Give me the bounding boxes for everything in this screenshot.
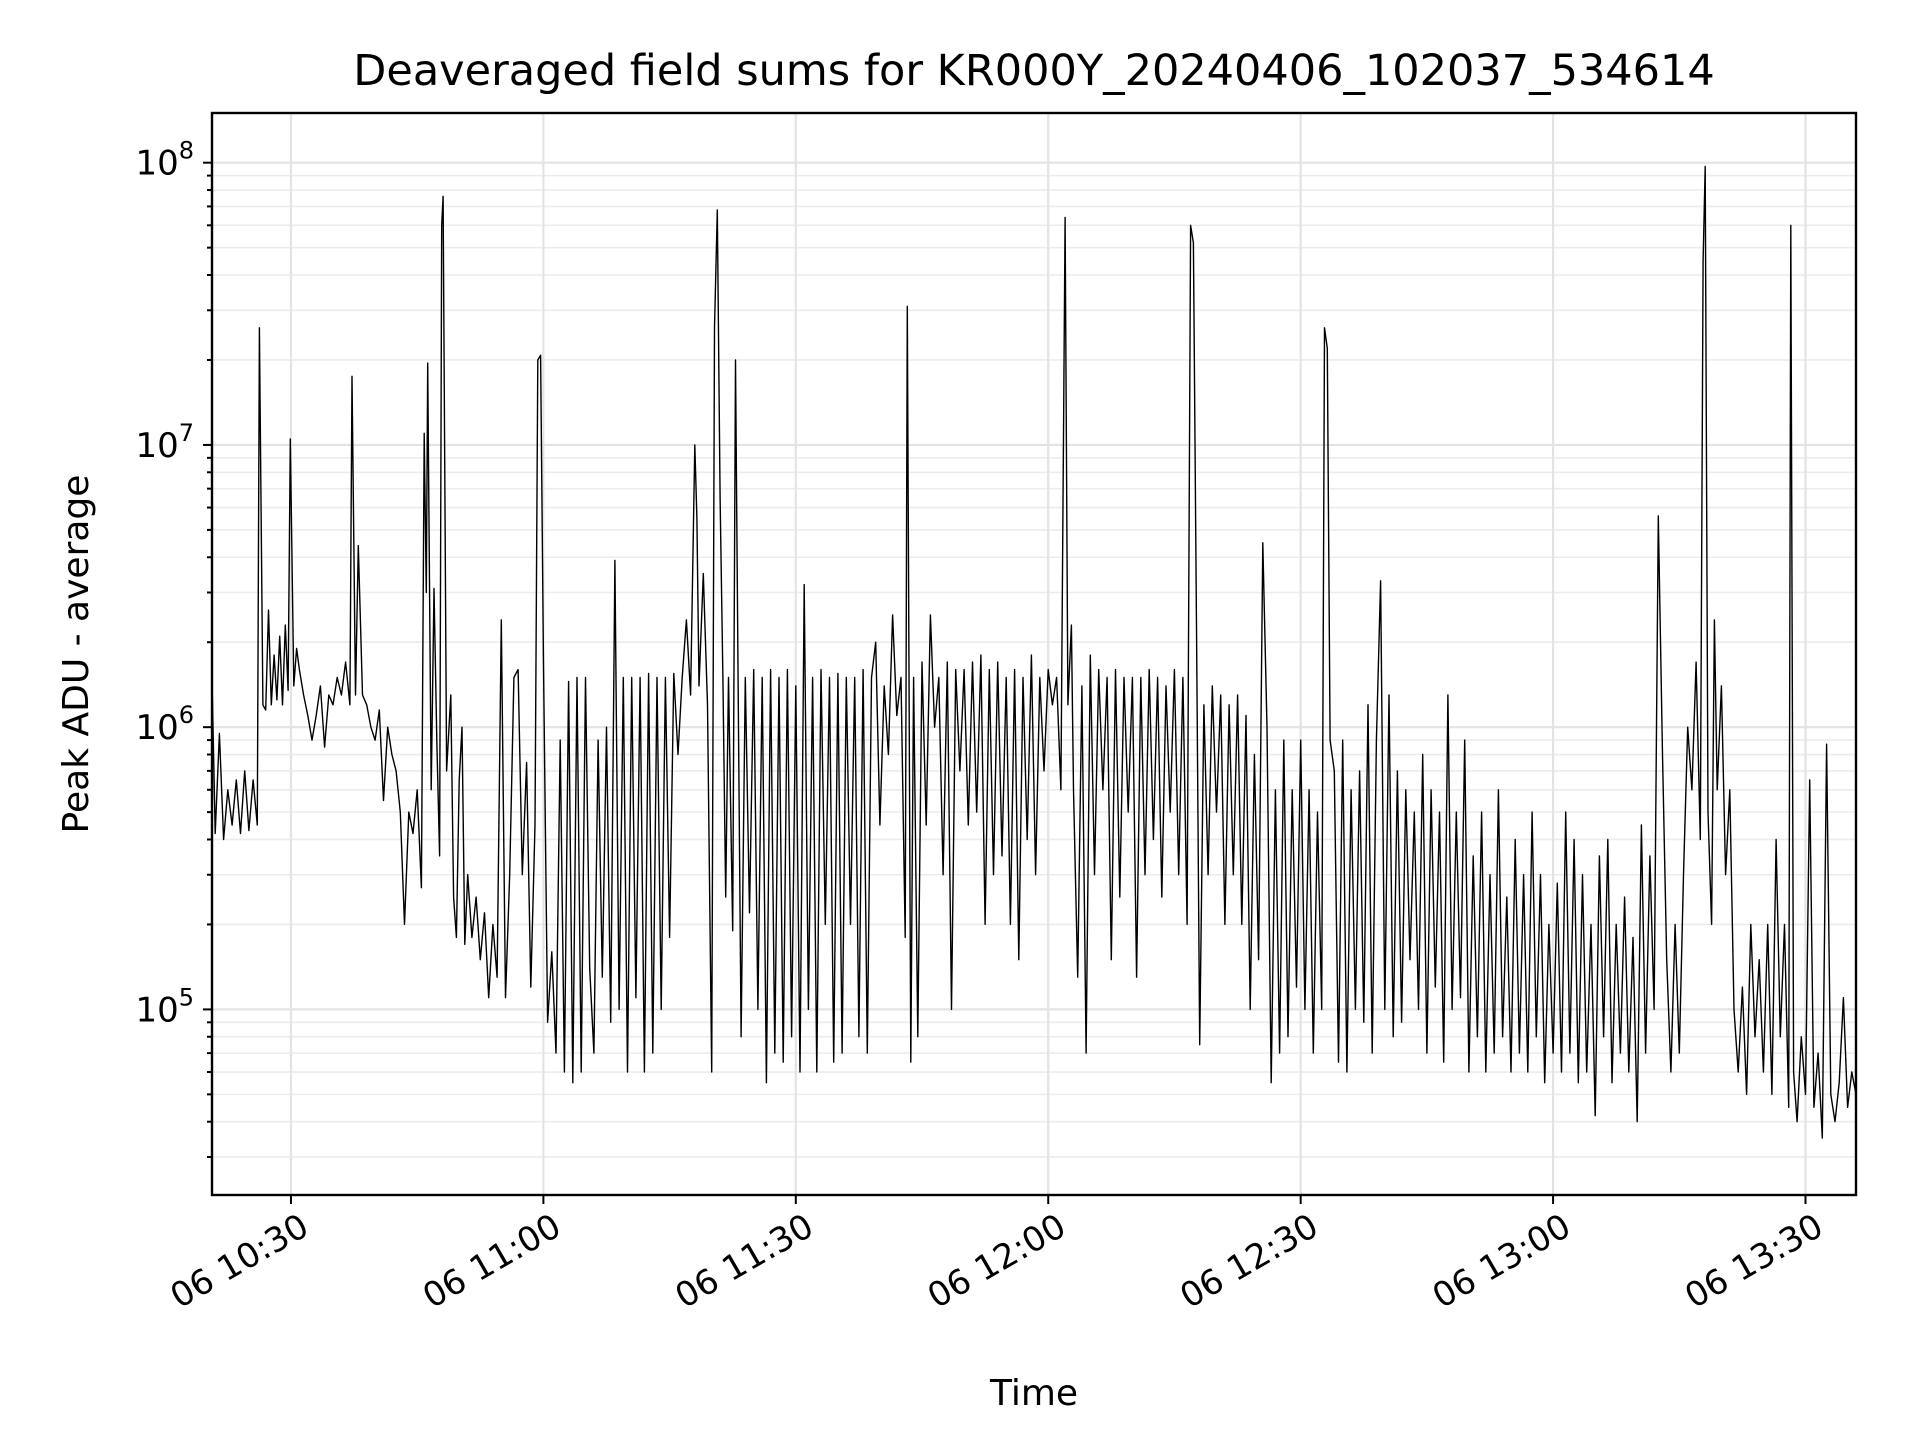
y-axis-label: Peak ADU - average xyxy=(56,475,97,834)
series-line xyxy=(211,165,1857,1139)
y-tick-label: 106 xyxy=(135,701,194,748)
y-tick-label: 107 xyxy=(135,419,194,466)
x-axis-label: Time xyxy=(989,1373,1078,1414)
y-tick-label: 105 xyxy=(135,983,194,1030)
series-layer xyxy=(211,165,1857,1139)
plot-frame xyxy=(210,111,1858,1197)
chart-title: Deaveraged field sums for KR000Y_2024040… xyxy=(353,46,1715,96)
y-axis: 105 106 107 108 xyxy=(135,137,212,1158)
y-tick-label: 108 xyxy=(135,137,194,184)
